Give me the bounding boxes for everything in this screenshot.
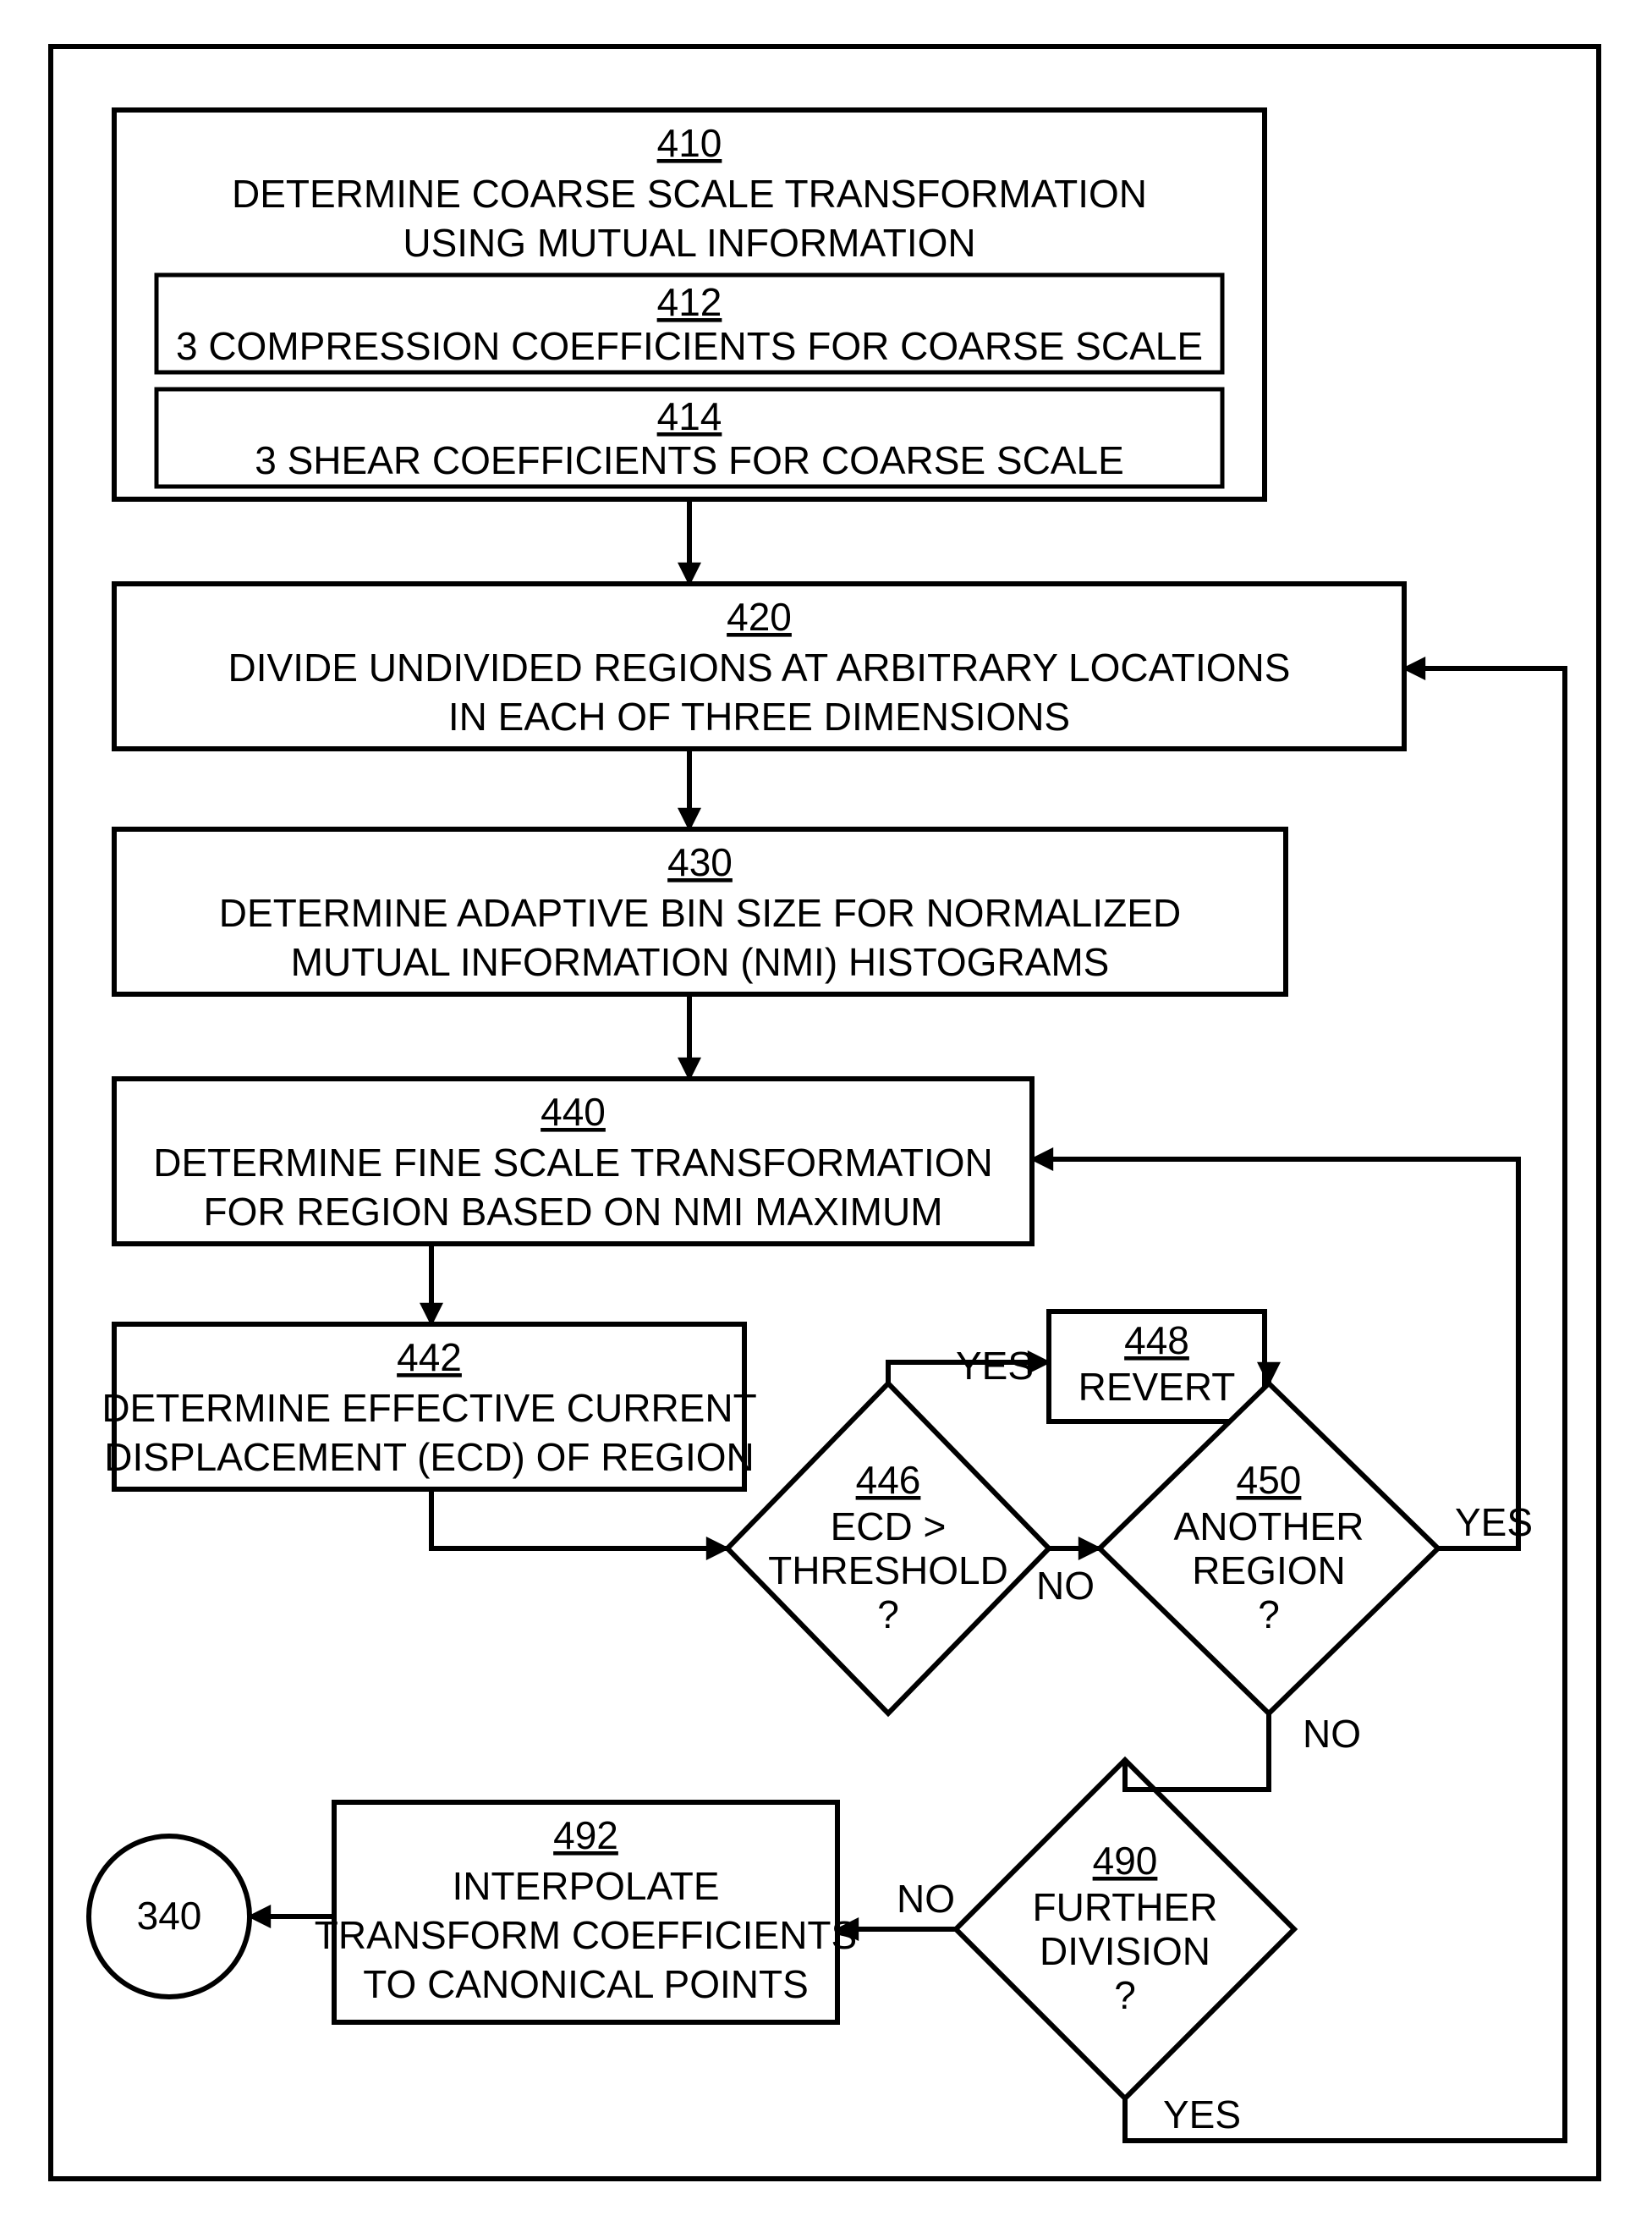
edge-e490_492_no-label: NO <box>897 1877 955 1921</box>
node-n340: 340 <box>89 1836 250 1997</box>
node-n340-line-0: 340 <box>137 1894 202 1938</box>
edge-e490_420_yes-label: YES <box>1163 2092 1241 2136</box>
node-n430-line-1: MUTUAL INFORMATION (NMI) HISTOGRAMS <box>291 940 1110 984</box>
node-n450-line-0: ANOTHER <box>1174 1504 1364 1548</box>
node-n446-line-1: THRESHOLD <box>768 1548 1008 1592</box>
node-n450-number: 450 <box>1237 1458 1302 1502</box>
node-n420-line-1: IN EACH OF THREE DIMENSIONS <box>448 695 1070 739</box>
node-n420: 420 DIVIDE UNDIVIDED REGIONS AT ARBITRARY… <box>114 584 1404 749</box>
node-n450-line-2: ? <box>1258 1592 1280 1636</box>
node-n446-line-2: ? <box>877 1592 899 1636</box>
node-n430-number: 430 <box>667 840 733 884</box>
node-n492: 492 INTERPOLATE TRANSFORM COEFFICIENTS TO C… <box>315 1802 857 2022</box>
node-n442-number: 442 <box>397 1335 462 1379</box>
node-n490-line-2: ? <box>1114 1973 1136 2017</box>
node-n412: 4123 COMPRESSION COEFFICIENTS FOR COARSE… <box>156 275 1222 372</box>
node-n490-line-0: FURTHER <box>1033 1885 1218 1929</box>
node-n448-number: 448 <box>1124 1318 1189 1362</box>
node-n440: 440 DETERMINE FINE SCALE TRANSFORMATION FO… <box>114 1079 1032 1244</box>
node-n442-line-1: DISPLACEMENT (ECD) OF REGION <box>104 1435 754 1479</box>
node-n450-line-1: REGION <box>1192 1548 1345 1592</box>
node-n412-number: 412 <box>657 280 722 324</box>
node-n430: 430 DETERMINE ADAPTIVE BIN SIZE FOR NORMA… <box>114 829 1286 994</box>
node-n420-number: 420 <box>727 595 792 639</box>
edge-e446_448_yes-label: YES <box>956 1344 1034 1388</box>
node-n492-line-0: INTERPOLATE <box>452 1864 719 1908</box>
node-n442: 442 DETERMINE EFFECTIVE CURRENT DISPLACEME… <box>102 1324 756 1489</box>
edge-e450_490_no-label: NO <box>1303 1712 1361 1756</box>
node-n492-line-1: TRANSFORM COEFFICIENTS <box>315 1913 857 1957</box>
node-n414-line-0: 3 SHEAR COEFFICIENTS FOR COARSE SCALE <box>255 438 1124 482</box>
node-n410-number: 410 <box>657 121 722 165</box>
node-n446-line-0: ECD > <box>831 1504 947 1548</box>
node-n490-line-1: DIVISION <box>1040 1929 1210 1973</box>
node-n446-number: 446 <box>856 1458 921 1502</box>
node-n492-number: 492 <box>553 1813 618 1857</box>
node-n414: 4143 SHEAR COEFFICIENTS FOR COARSE SCALE <box>156 389 1222 487</box>
node-n440-number: 440 <box>541 1090 606 1134</box>
node-n420-line-0: DIVIDE UNDIVIDED REGIONS AT ARBITRARY LO… <box>228 646 1291 690</box>
node-n412-line-0: 3 COMPRESSION COEFFICIENTS FOR COARSE SC… <box>176 324 1203 368</box>
edge-e450_440_yes-label: YES <box>1455 1500 1533 1544</box>
node-n448: 448REVERT <box>1049 1311 1265 1421</box>
node-n410-line-1: USING MUTUAL INFORMATION <box>403 221 975 265</box>
node-n440-line-1: FOR REGION BASED ON NMI MAXIMUM <box>203 1190 942 1234</box>
node-n448-line-0: REVERT <box>1078 1365 1236 1409</box>
node-n414-number: 414 <box>657 394 722 438</box>
node-n492-line-2: TO CANONICAL POINTS <box>363 1962 809 2006</box>
node-n440-line-0: DETERMINE FINE SCALE TRANSFORMATION <box>153 1141 993 1185</box>
node-n430-line-0: DETERMINE ADAPTIVE BIN SIZE FOR NORMALIZ… <box>219 891 1181 935</box>
node-n490-number: 490 <box>1093 1839 1158 1883</box>
edge-e446_450_no-label: NO <box>1036 1564 1095 1608</box>
node-n442-line-0: DETERMINE EFFECTIVE CURRENT <box>102 1386 756 1430</box>
node-n410-line-0: DETERMINE COARSE SCALE TRANSFORMATION <box>232 172 1147 216</box>
